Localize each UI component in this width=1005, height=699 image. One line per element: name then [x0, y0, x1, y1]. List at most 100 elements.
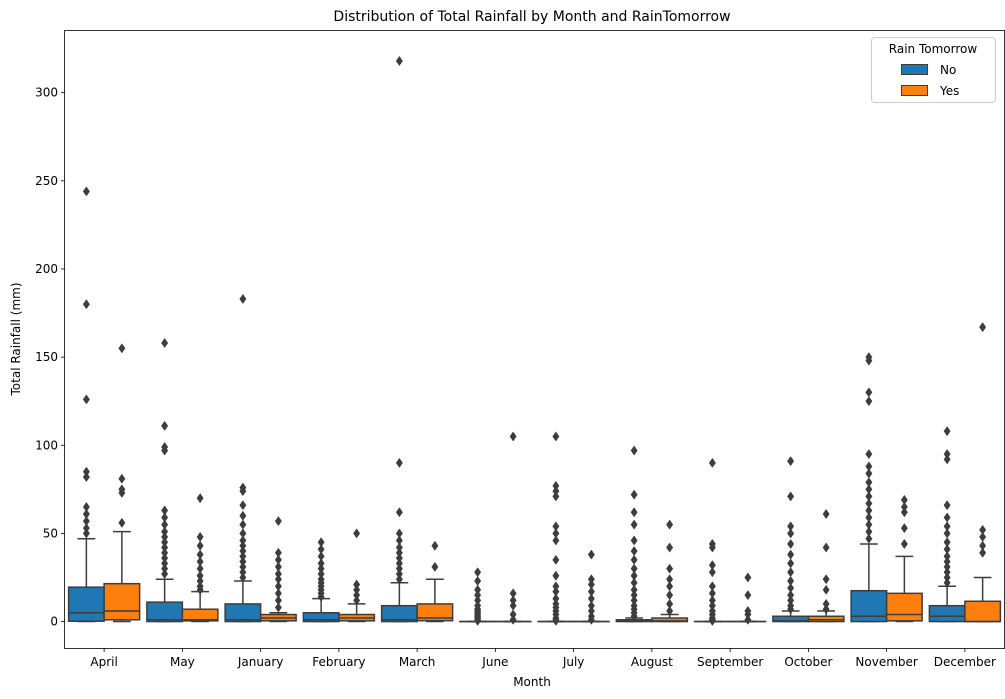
- outlier-point: [509, 609, 517, 620]
- outlier-point: [787, 528, 795, 539]
- outlier-point: [509, 588, 517, 599]
- y-tick-label: 150: [35, 350, 58, 364]
- outlier-point: [161, 441, 169, 453]
- box-no-july: [537, 431, 575, 626]
- outlier-point: [196, 493, 204, 504]
- outlier-point: [900, 507, 908, 518]
- outlier-point: [943, 567, 951, 578]
- outlier-point: [587, 579, 595, 590]
- outlier-point: [274, 595, 282, 606]
- outlier-point: [509, 600, 517, 611]
- outlier-point: [118, 473, 126, 484]
- outlier-point: [943, 426, 951, 437]
- box-yes-november: [885, 494, 923, 623]
- outlier-point: [161, 526, 169, 537]
- outlier-point: [161, 519, 169, 530]
- outlier-point: [787, 600, 795, 611]
- outlier-point: [708, 588, 716, 599]
- outlier-point: [900, 494, 908, 505]
- outlier-point: [161, 505, 169, 516]
- outlier-point: [666, 590, 674, 601]
- outlier-point: [474, 575, 482, 587]
- box-no-may: [146, 337, 184, 623]
- outlier-point: [822, 598, 830, 609]
- outlier-point: [274, 581, 282, 592]
- outlier-point: [630, 590, 638, 601]
- outlier-point: [82, 501, 90, 513]
- box-yes-january: [259, 516, 297, 623]
- outlier-point: [552, 586, 560, 597]
- outlier-point: [274, 568, 282, 579]
- outlier-point: [552, 521, 560, 532]
- outlier-point: [274, 588, 282, 599]
- outlier-point: [865, 396, 873, 407]
- outlier-point: [666, 574, 674, 585]
- outlier-point: [900, 538, 908, 550]
- outlier-point: [587, 574, 595, 585]
- outlier-point: [979, 524, 987, 535]
- outlier-point: [708, 600, 716, 611]
- outlier-point: [587, 611, 595, 622]
- outlier-point: [118, 484, 126, 495]
- outlier-point: [865, 519, 873, 530]
- outlier-point: [630, 519, 638, 530]
- outlier-point: [708, 595, 716, 606]
- outlier-point: [395, 547, 403, 558]
- outlier-point: [82, 466, 90, 477]
- outlier-point: [317, 544, 325, 555]
- x-axis-ticks: April May January February March June July Augu…: [90, 648, 996, 669]
- outlier-point: [865, 491, 873, 502]
- outlier-point: [708, 567, 716, 578]
- outlier-point: [474, 600, 482, 611]
- outlier-point: [395, 558, 403, 569]
- outlier-point: [787, 583, 795, 594]
- outlier-point: [239, 540, 247, 551]
- outlier-point: [666, 519, 674, 530]
- outlier-point: [82, 508, 90, 520]
- outlier-point: [395, 535, 403, 546]
- plot-area: [67, 55, 1002, 626]
- outlier-point: [666, 605, 674, 617]
- outlier-point: [630, 445, 638, 456]
- outlier-point: [395, 574, 403, 585]
- outlier-point: [317, 568, 325, 579]
- outlier-point: [274, 574, 282, 585]
- box-iqr: [103, 582, 141, 621]
- outlier-point: [239, 535, 247, 546]
- outlier-point: [82, 523, 90, 534]
- outlier-point: [196, 549, 204, 560]
- box-iqr: [885, 592, 923, 622]
- outlier-point: [82, 516, 90, 527]
- outlier-point: [474, 584, 482, 595]
- outlier-point: [474, 567, 482, 578]
- outlier-point: [161, 563, 169, 574]
- box-yes-july: [572, 549, 610, 625]
- outlier-point: [239, 519, 247, 530]
- outlier-point: [979, 547, 987, 558]
- outlier-point: [196, 540, 204, 551]
- box-iqr: [807, 615, 845, 623]
- outlier-point: [552, 570, 560, 581]
- x-tick-label: December: [934, 655, 996, 669]
- outlier-point: [943, 454, 951, 465]
- outlier-point: [353, 528, 361, 539]
- outlier-point: [708, 581, 716, 592]
- outlier-point: [196, 581, 204, 592]
- outlier-point: [395, 563, 403, 574]
- outlier-point: [317, 558, 325, 569]
- box-no-september: [693, 457, 731, 626]
- outlier-point: [708, 560, 716, 571]
- outlier-point: [943, 572, 951, 583]
- outlier-point: [82, 186, 90, 197]
- outlier-point: [979, 322, 987, 333]
- outlier-point: [196, 563, 204, 574]
- outlier-point: [630, 489, 638, 500]
- outlier-point: [552, 486, 560, 497]
- outlier-point: [239, 500, 247, 511]
- outlier-point: [161, 512, 169, 523]
- outlier-point: [708, 457, 716, 468]
- outlier-point: [317, 563, 325, 574]
